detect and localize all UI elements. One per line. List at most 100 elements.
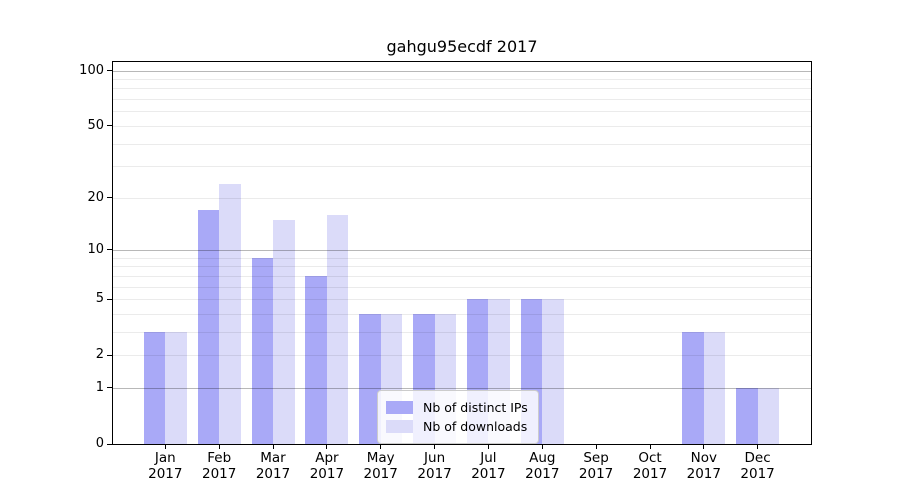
gridline-minor-3 xyxy=(113,331,811,333)
x-tick-month-jul: Jul xyxy=(480,450,497,466)
x-tick-month-jan: Jan xyxy=(154,450,176,466)
x-tick-month-dec: Dec xyxy=(744,450,771,466)
gridline-minor-7 xyxy=(113,275,811,277)
x-tick-month-nov: Nov xyxy=(690,450,717,466)
y-tick-mark-0 xyxy=(107,443,112,445)
chart-title: gahgu95ecdf 2017 xyxy=(386,37,538,56)
y-tick-label-100: 100 xyxy=(79,62,104,78)
bar-downloads-apr xyxy=(326,214,349,444)
legend-label-downloads: Nb of downloads xyxy=(423,419,528,434)
x-tick-label-nov: Nov 2017 xyxy=(669,450,739,482)
x-tick-year-dec: 2017 xyxy=(740,466,775,482)
y-tick-mark-5 xyxy=(107,298,112,300)
x-tick-year-sep: 2017 xyxy=(578,466,614,482)
gridline-minor-50 xyxy=(113,125,811,127)
legend: Nb of distinct IPs Nb of downloads xyxy=(377,390,539,444)
x-tick-year-jun: 2017 xyxy=(417,466,452,482)
gridline-minor-20 xyxy=(113,197,811,199)
y-tick-label-50: 50 xyxy=(87,117,104,133)
y-tick-mark-2 xyxy=(107,354,112,356)
x-tick-year-may: 2017 xyxy=(363,466,398,482)
x-tick-year-nov: 2017 xyxy=(686,466,721,482)
gridline-major-10 xyxy=(113,249,811,251)
x-tick-month-may: May xyxy=(366,450,395,466)
y-tick-mark-100 xyxy=(107,70,112,71)
gridline-minor-60 xyxy=(113,111,811,113)
bar-distinct-ips-nov xyxy=(682,331,704,444)
bar-distinct-ips-jan xyxy=(143,331,166,444)
x-tick-label-dec: Dec 2017 xyxy=(723,450,793,482)
y-tick-label-0: 0 xyxy=(95,436,104,451)
bar-downloads-mar xyxy=(273,219,295,444)
x-tick-mark-sep xyxy=(595,445,597,449)
y-tick-mark-50 xyxy=(107,125,112,127)
x-tick-mark-mar xyxy=(272,445,274,449)
y-tick-label-10: 10 xyxy=(87,241,104,257)
x-tick-month-sep: Sep xyxy=(583,450,609,466)
x-tick-label-may: May 2017 xyxy=(346,450,416,482)
bar-distinct-ips-feb xyxy=(197,210,220,444)
gridline-minor-80 xyxy=(113,88,811,90)
x-tick-mark-jan xyxy=(164,445,166,449)
y-tick-mark-1 xyxy=(107,387,112,389)
gridline-major-100 xyxy=(113,70,811,72)
x-tick-label-apr: Apr 2017 xyxy=(292,450,362,482)
gridline-minor-90 xyxy=(113,78,811,80)
x-tick-label-mar: Mar 2017 xyxy=(238,450,308,482)
bar-downloads-nov xyxy=(703,331,726,444)
bar-downloads-dec xyxy=(757,387,780,444)
x-tick-mark-may xyxy=(380,445,382,449)
x-tick-label-feb: Feb 2017 xyxy=(184,450,254,482)
x-tick-year-jan: 2017 xyxy=(148,466,183,482)
bar-distinct-ips-may xyxy=(359,313,381,444)
bar-distinct-ips-dec xyxy=(736,387,758,444)
x-tick-month-apr: Apr xyxy=(315,450,339,466)
plot-area xyxy=(112,61,812,445)
y-tick-label-1: 1 xyxy=(95,379,104,395)
legend-swatch-distinct-ips-icon xyxy=(386,401,413,414)
legend-item-distinct-ips: Nb of distinct IPs xyxy=(386,399,528,416)
x-tick-mark-nov xyxy=(703,445,705,449)
gridline-minor-8 xyxy=(113,266,811,268)
x-tick-month-mar: Mar xyxy=(260,450,286,466)
x-tick-label-oct: Oct 2017 xyxy=(615,450,685,482)
gridline-minor-9 xyxy=(113,257,811,259)
x-tick-label-sep: Sep 2017 xyxy=(561,450,631,482)
x-tick-label-jun: Jun 2017 xyxy=(400,450,470,482)
legend-swatch-downloads-icon xyxy=(386,420,413,433)
x-tick-mark-feb xyxy=(218,445,220,449)
gridline-minor-2 xyxy=(113,355,811,357)
x-tick-year-oct: 2017 xyxy=(632,466,668,482)
x-tick-month-aug: Aug xyxy=(529,450,556,466)
y-tick-label-2: 2 xyxy=(95,347,104,363)
gridline-minor-30 xyxy=(113,166,811,168)
gridline-minor-5 xyxy=(113,299,811,300)
legend-label-distinct-ips: Nb of distinct IPs xyxy=(423,400,528,415)
x-tick-mark-oct xyxy=(649,445,651,449)
x-tick-month-jun: Jun xyxy=(424,450,446,466)
x-tick-mark-aug xyxy=(541,445,543,449)
legend-item-downloads: Nb of downloads xyxy=(386,418,528,435)
x-tick-mark-dec xyxy=(757,445,759,449)
bar-distinct-ips-mar xyxy=(251,257,273,444)
bar-distinct-ips-apr xyxy=(305,275,327,444)
x-tick-year-mar: 2017 xyxy=(255,466,291,482)
x-tick-year-apr: 2017 xyxy=(309,466,345,482)
x-tick-label-aug: Aug 2017 xyxy=(507,450,577,482)
gridline-minor-6 xyxy=(113,286,811,288)
x-tick-month-feb: Feb xyxy=(207,450,232,466)
x-tick-mark-jun xyxy=(434,445,436,449)
y-tick-mark-10 xyxy=(107,249,112,251)
y-tick-label-5: 5 xyxy=(95,291,104,306)
x-tick-year-jul: 2017 xyxy=(471,466,506,482)
x-tick-mark-apr xyxy=(326,445,328,449)
x-tick-year-feb: 2017 xyxy=(202,466,237,482)
x-tick-month-oct: Oct xyxy=(638,450,662,466)
bar-downloads-feb xyxy=(219,183,241,444)
y-tick-mark-20 xyxy=(107,197,112,199)
gridline-minor-4 xyxy=(113,313,811,315)
gridline-major-1 xyxy=(113,387,811,389)
gridline-minor-40 xyxy=(113,143,811,145)
y-tick-label-20: 20 xyxy=(87,189,104,205)
